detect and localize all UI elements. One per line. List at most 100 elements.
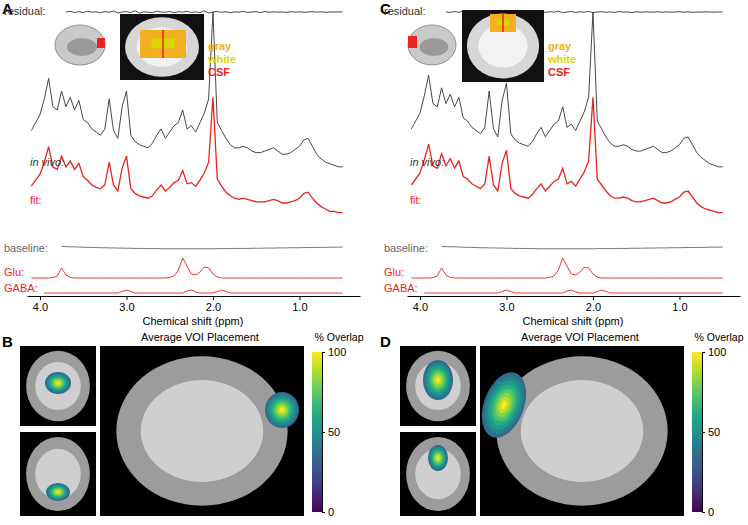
voi-overlap-blob xyxy=(493,390,516,419)
tick-label: 100 xyxy=(328,346,346,358)
series-label: residual: xyxy=(4,5,46,17)
series-label: in vivo: xyxy=(410,156,444,168)
colorbar xyxy=(312,352,322,512)
voi-overlap-blob xyxy=(52,378,65,389)
series-label: in vivo: xyxy=(30,156,64,168)
spectrum-line xyxy=(411,12,722,167)
tick-mark xyxy=(702,352,705,353)
brain-images xyxy=(400,346,684,516)
tick: 1.0 xyxy=(672,296,687,313)
inset-brain xyxy=(55,25,105,65)
tick-mark xyxy=(322,432,325,433)
tick-mark xyxy=(593,296,594,300)
voi-overlap-blob xyxy=(436,378,440,383)
colorbar xyxy=(692,352,702,512)
panel-letter: B xyxy=(2,333,13,350)
voi-overlap-blob xyxy=(432,373,443,388)
plot-area xyxy=(411,11,722,293)
voi-overlap-blob xyxy=(434,453,442,463)
inset-voi xyxy=(408,36,417,48)
voi-overlap-blob xyxy=(46,483,70,501)
spectrum-line xyxy=(44,290,342,293)
sagittal-white-matter xyxy=(141,380,263,482)
tick: 4.0 xyxy=(33,296,48,313)
inset-brain-inner xyxy=(420,38,449,56)
inset-brain xyxy=(125,17,199,76)
voi-overlap-blob xyxy=(474,366,535,444)
axial-white-matter xyxy=(415,449,461,499)
axial-background xyxy=(400,432,476,516)
voi-overlap-blob xyxy=(52,488,64,497)
voi-overlap-blob xyxy=(433,452,443,465)
spectrum-line xyxy=(66,11,343,13)
x-axis: 4.03.02.01.0 xyxy=(28,296,361,313)
tick: 3.0 xyxy=(499,296,514,313)
axial-brain xyxy=(26,437,90,511)
series-label: Glu: xyxy=(4,266,24,278)
voi-overlap-blob xyxy=(45,372,71,394)
voi-overlap-blob xyxy=(57,491,60,493)
tick-label: 2.0 xyxy=(206,301,221,313)
voi-overlap-blob xyxy=(271,399,292,422)
voi-overlap-blob xyxy=(54,489,63,496)
voi-overlap-blob xyxy=(48,375,68,392)
voi-overlap-blob xyxy=(429,368,448,393)
voi-overlap-blob xyxy=(47,373,70,392)
panel-letter: D xyxy=(380,333,391,350)
axis-line xyxy=(408,296,741,297)
voi-overlap-blob xyxy=(280,408,284,413)
inset-voi-gray xyxy=(490,14,516,32)
panel-subtitle: Average VOI Placement xyxy=(141,331,259,343)
voi-overlap-blob xyxy=(267,394,297,426)
voi-overlap-blob xyxy=(496,395,511,414)
inset-brain xyxy=(408,25,456,65)
series-label: baseline: xyxy=(384,242,428,254)
tick-label: 0 xyxy=(708,506,714,518)
segmentation-label: CSF xyxy=(548,66,570,78)
tick-mark xyxy=(299,296,300,300)
voi-overlap-blob xyxy=(500,400,508,410)
x-axis-title: Chemical shift (ppm) xyxy=(523,315,624,327)
axial-brain xyxy=(406,437,470,511)
voi-overlap-blob xyxy=(431,448,446,468)
tick: 2.0 xyxy=(586,296,601,313)
spectrum-line xyxy=(411,97,722,212)
series-label: Glu: xyxy=(384,266,404,278)
voi-overlap-blob xyxy=(437,456,440,459)
tick-mark xyxy=(126,296,127,300)
brain-images xyxy=(20,346,304,516)
voi-overlap-blob xyxy=(265,392,299,428)
voi-overlap-blob xyxy=(489,386,519,425)
voi-overlap-blob xyxy=(49,485,67,499)
voi-overlap-blob xyxy=(428,445,448,471)
voi-overlap-blob xyxy=(48,484,69,500)
colorbar-axis: 050100 xyxy=(322,346,346,518)
voi-overlap-blob xyxy=(432,450,445,466)
spectrum-line xyxy=(411,258,722,278)
colorbar-title: % Overlap xyxy=(314,331,363,343)
inset-brain-inner xyxy=(67,38,97,56)
voi-overlap-blob xyxy=(425,363,451,398)
insets: graywhiteCSF xyxy=(55,14,236,80)
tick-mark xyxy=(420,296,421,300)
sagittal-background xyxy=(100,346,304,516)
tick-label: 50 xyxy=(708,426,720,438)
tick-label: 100 xyxy=(708,346,726,358)
tick-mark xyxy=(40,296,41,300)
figure: Aresidual:in vivo:fit:baseline:Glu:GABA:… xyxy=(0,0,748,525)
inset-voi-csf xyxy=(502,14,504,32)
tick-mark xyxy=(702,432,705,433)
tick: 0 xyxy=(702,506,714,518)
tick-label: 3.0 xyxy=(499,301,514,313)
inset-voi-csf xyxy=(162,30,164,58)
segmentation-label: gray xyxy=(208,40,232,52)
axial-background xyxy=(20,432,96,516)
series-label: fit: xyxy=(30,194,42,206)
spectrum-panel: Cresidual:in vivo:fit:baseline:Glu:GABA:… xyxy=(380,0,741,327)
tick: 3.0 xyxy=(119,296,134,313)
voi-overlap-blob xyxy=(423,360,453,400)
voi-overlap-blob xyxy=(56,382,59,385)
tick-mark xyxy=(679,296,680,300)
insets: graywhiteCSF xyxy=(408,10,576,82)
spectrum-line xyxy=(31,97,342,212)
